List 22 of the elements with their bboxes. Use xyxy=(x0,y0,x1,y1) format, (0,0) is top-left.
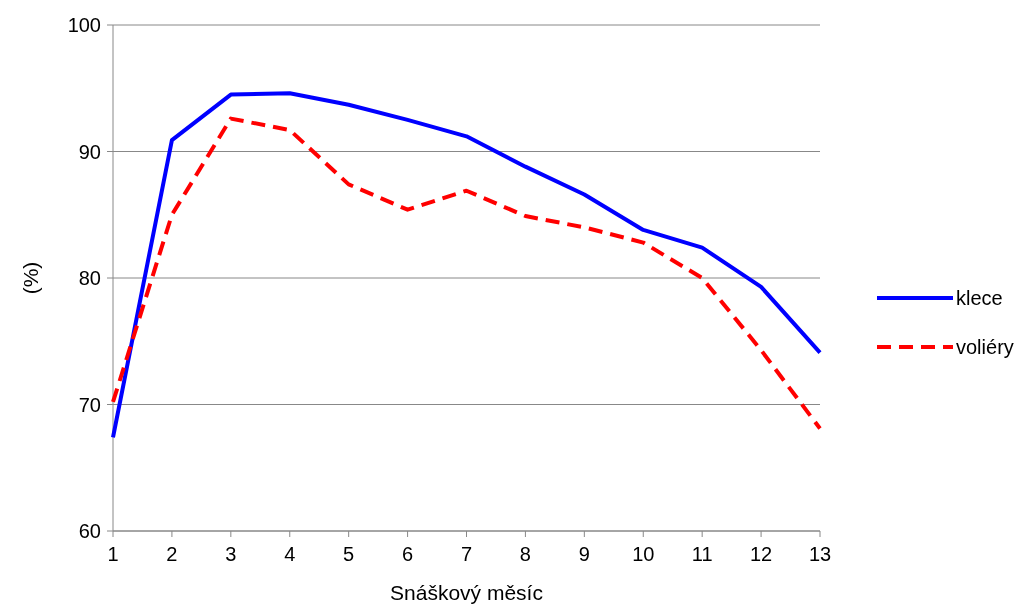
x-tick-label: 1 xyxy=(107,543,119,565)
x-tick-label: 5 xyxy=(343,543,355,565)
x-tick-label: 12 xyxy=(749,543,773,565)
x-tick-label: 4 xyxy=(284,543,296,565)
legend-label: klece xyxy=(956,287,1003,309)
x-tick-label: 3 xyxy=(225,543,237,565)
y-tick-label: 100 xyxy=(67,14,101,36)
x-tick-label: 8 xyxy=(519,543,531,565)
x-axis-title: Snáškový měsíc xyxy=(390,581,543,604)
y-axis-title: (%) xyxy=(19,261,42,295)
x-tick-label: 9 xyxy=(578,543,590,565)
y-tick-label: 90 xyxy=(78,140,101,163)
x-tick-label: 7 xyxy=(460,543,473,565)
legend-label: voliéry xyxy=(956,336,1014,358)
x-tick-label: 10 xyxy=(632,543,655,565)
x-tick-label: 11 xyxy=(691,543,713,565)
y-tick-label: 80 xyxy=(78,267,101,289)
x-tick-label: 13 xyxy=(808,543,832,565)
x-tick-label: 6 xyxy=(402,543,414,565)
y-tick-label: 70 xyxy=(78,393,101,416)
y-tick-label: 60 xyxy=(78,520,101,542)
x-tick-label: 2 xyxy=(166,543,178,565)
